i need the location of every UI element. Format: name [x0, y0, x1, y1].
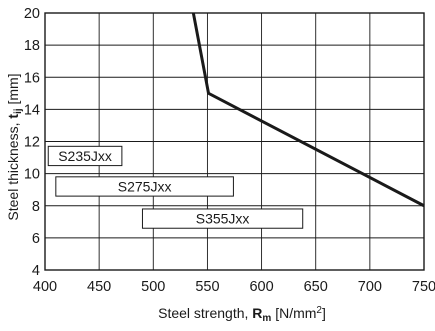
tick-labels-layer: 400 450 500 550 600 650 700 750 4 6 8 10 12 14 16 18 20 [24, 6, 435, 295]
x-tick-label-550: 550 [195, 279, 219, 295]
x-axis-title-symbol: R [252, 305, 262, 321]
grade-box-s355jxx [141, 208, 304, 229]
y-axis-title-prefix: Steel thickness, [5, 119, 21, 221]
y-tick-label-8: 8 [32, 199, 40, 215]
y-axis-title-unit: [mm] [5, 73, 21, 108]
y-tick-label-10: 10 [24, 167, 40, 183]
x-axis-title-unit-end: ] [322, 305, 326, 321]
grade-box-s275jxx [55, 176, 234, 197]
x-tick-label-700: 700 [358, 279, 382, 295]
grade-label-s275jxx: S275Jxx [118, 178, 172, 194]
grade-boxes-layer: S235Jxx S275Jxx S355Jxx [47, 145, 304, 229]
grade-label-s355jxx: S355Jxx [196, 211, 250, 227]
y-axis-title-subscript: ij [13, 108, 24, 114]
y-axis-title-symbol: t [5, 114, 21, 119]
grade-label-s235jxx: S235Jxx [58, 148, 112, 164]
x-axis-title-unit: [N/mm [271, 305, 316, 321]
x-axis-title-prefix: Steel strength, [158, 305, 252, 321]
y-tick-label-20: 20 [24, 6, 40, 22]
grade-box-s235jxx [47, 145, 123, 167]
y-axis-title: Steel thickness, tij [mm] [5, 73, 24, 220]
y-tick-label-16: 16 [24, 70, 40, 86]
x-tick-label-600: 600 [249, 279, 273, 295]
y-tick-label-12: 12 [24, 135, 40, 151]
plot-frame [44, 12, 425, 271]
x-tick-label-750: 750 [412, 279, 435, 295]
x-tick-label-500: 500 [141, 279, 165, 295]
thickness-limit-line-0 [191, 12, 425, 208]
x-tick-label-450: 450 [87, 279, 111, 295]
grid-layer [45, 13, 424, 270]
x-tick-label-650: 650 [304, 279, 328, 295]
x-axis-title: Steel strength, Rm [N/mm2] [158, 305, 326, 324]
y-tick-label-4: 4 [32, 263, 40, 279]
x-axis-title-subscript: m [262, 313, 271, 324]
x-tick-label-400: 400 [33, 279, 57, 295]
x-axis-title-unit-sup: 2 [316, 305, 322, 316]
y-tick-label-18: 18 [24, 38, 40, 54]
y-tick-label-6: 6 [32, 231, 40, 247]
series-layer [191, 12, 425, 208]
y-tick-label-14: 14 [24, 102, 40, 118]
